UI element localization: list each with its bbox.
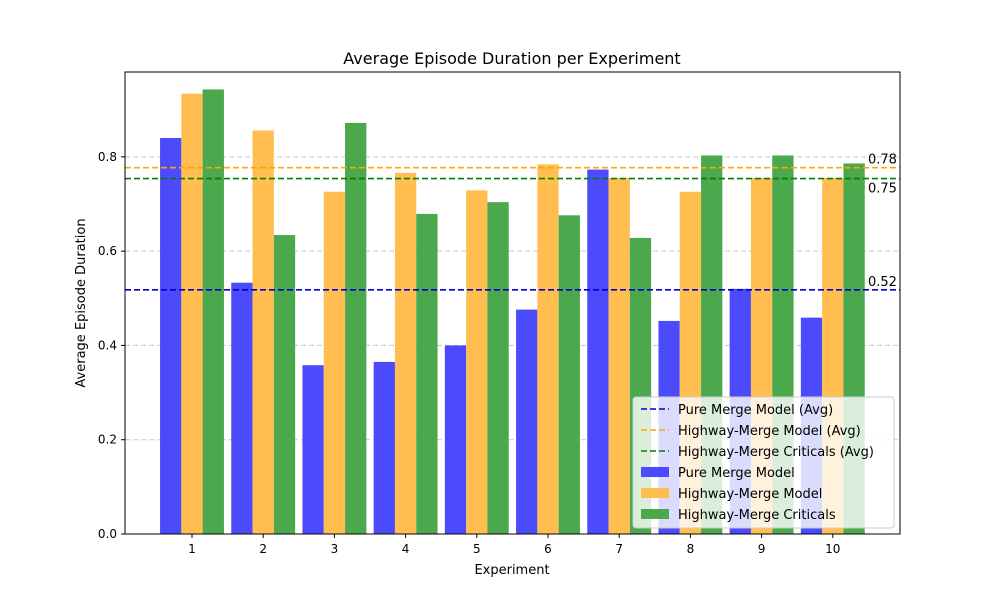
bar <box>323 191 346 534</box>
bar <box>231 282 253 534</box>
x-axis-ticks: 1 2 3 4 5 6 7 8 9 10 <box>188 534 840 556</box>
chart-title: Average Episode Duration per Experiment <box>343 49 680 68</box>
x-tick-label: 4 <box>402 542 410 556</box>
bar <box>466 190 488 535</box>
x-axis-label: Experiment <box>474 563 549 578</box>
bar <box>587 169 609 535</box>
bar <box>516 309 538 534</box>
average-value-label: 0.78 <box>868 153 897 168</box>
average-value-label: 0.75 <box>868 182 897 197</box>
bar <box>273 235 296 534</box>
bar <box>444 345 467 534</box>
y-tick-label: 0.6 <box>98 244 117 258</box>
legend-entry: Highway-Merge Model <box>678 487 822 502</box>
y-axis-ticks: 0.0 0.2 0.4 0.6 0.8 <box>98 150 125 541</box>
x-tick-label: 3 <box>331 542 339 556</box>
legend-entry: Pure Merge Model (Avg) <box>678 403 833 418</box>
x-tick-label: 9 <box>758 542 766 556</box>
legend-entry: Highway-Merge Criticals <box>678 508 836 523</box>
legend-entry: Pure Merge Model <box>678 466 795 481</box>
x-tick-label: 10 <box>825 542 840 556</box>
y-tick-label: 0.8 <box>98 150 117 164</box>
bar <box>202 89 224 534</box>
bar <box>345 122 367 535</box>
bar <box>558 215 580 535</box>
bar <box>181 93 203 534</box>
average-lines: 0.52 0.78 0.75 <box>125 153 900 291</box>
legend: Pure Merge Model (Avg) Highway-Merge Mode… <box>632 396 895 529</box>
bar <box>487 202 509 534</box>
legend-box <box>632 396 895 529</box>
legend-entry: Highway-Merge Model (Avg) <box>678 424 861 439</box>
average-value-label: 0.52 <box>868 275 897 290</box>
y-tick-label: 0.4 <box>98 338 117 352</box>
bar <box>608 178 630 535</box>
x-tick-label: 1 <box>188 542 196 556</box>
x-tick-label: 7 <box>615 542 623 556</box>
bar <box>416 213 438 534</box>
x-tick-label: 6 <box>544 542 552 556</box>
legend-bar-swatch <box>641 467 669 477</box>
y-axis-label: Average Episode Duration <box>74 218 89 387</box>
bar <box>537 164 559 534</box>
bar <box>373 361 395 534</box>
legend-entry: Highway-Merge Criticals (Avg) <box>678 445 874 460</box>
bar <box>302 365 324 534</box>
x-tick-label: 8 <box>687 542 695 556</box>
bar <box>160 138 182 534</box>
y-tick-label: 0.2 <box>98 433 117 447</box>
x-tick-label: 5 <box>473 542 481 556</box>
x-tick-label: 2 <box>259 542 267 556</box>
plot-frame <box>124 71 901 535</box>
bar <box>394 172 417 534</box>
y-tick-label: 0.0 <box>98 527 117 541</box>
legend-bar-swatch <box>641 488 669 498</box>
bar <box>252 130 274 534</box>
legend-bar-swatch <box>641 509 669 519</box>
